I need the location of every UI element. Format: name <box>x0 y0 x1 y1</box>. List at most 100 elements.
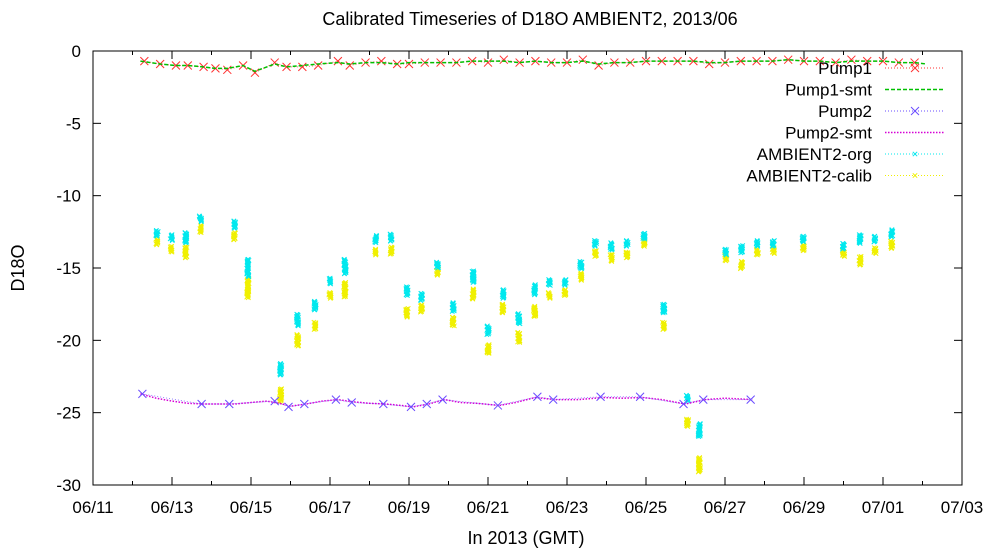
data-point <box>546 277 552 283</box>
x-tick-label: 06/15 <box>230 498 273 517</box>
data-point <box>562 58 572 67</box>
data-point <box>642 230 648 236</box>
legend-item: Pump1 <box>818 59 945 78</box>
legend-item: AMBIENT2-org <box>757 145 945 164</box>
data-point <box>434 259 440 265</box>
data-point <box>294 311 300 317</box>
data-point <box>499 55 509 65</box>
data-point <box>593 248 599 254</box>
data-point <box>635 392 645 402</box>
data-point <box>532 303 538 309</box>
series-line <box>140 393 753 408</box>
data-point <box>800 233 806 239</box>
data-point <box>311 298 317 304</box>
data-point <box>578 270 584 276</box>
data-point <box>450 300 456 306</box>
x-tick-label: 06/27 <box>704 498 747 517</box>
data-point <box>871 245 877 251</box>
data-point <box>245 256 251 262</box>
data-point <box>403 284 409 290</box>
legend-label: Pump2 <box>818 102 872 121</box>
data-point <box>660 319 666 325</box>
legend-item: Pump1-smt <box>785 81 945 100</box>
data-point <box>831 58 840 67</box>
data-point <box>578 55 588 65</box>
y-tick-label: -25 <box>56 404 81 423</box>
legend-marker <box>912 151 918 157</box>
data-point <box>515 311 521 317</box>
data-point <box>689 56 698 66</box>
data-point <box>683 392 689 398</box>
data-point <box>657 56 667 66</box>
data-point <box>704 59 714 69</box>
data-point <box>736 56 746 66</box>
data-point <box>483 58 493 67</box>
y-axis-title: D18O <box>8 244 28 291</box>
x-tick-label: 06/11 <box>72 498 113 517</box>
data-point <box>278 386 285 392</box>
data-point <box>388 244 394 250</box>
legend: Pump1 Pump1-smt Pump2 Pump2-smt AMBIENT2-org… <box>746 59 945 186</box>
data-point <box>856 232 862 238</box>
series-pump1-smt <box>140 58 927 73</box>
data-point <box>138 389 147 399</box>
data-point <box>858 253 864 259</box>
legend-label: Pump1-smt <box>785 81 872 100</box>
y-tick-label: -15 <box>56 259 81 278</box>
data-point <box>873 245 879 251</box>
data-point <box>591 237 597 244</box>
x-tick-label: 06/13 <box>151 498 194 517</box>
series-line <box>142 393 751 408</box>
data-point <box>697 420 703 427</box>
data-point <box>376 56 386 66</box>
data-point <box>436 58 445 67</box>
data-point <box>577 258 583 265</box>
plot-frame <box>92 50 963 486</box>
series-line <box>140 58 927 73</box>
legend-item: Pump2-smt <box>785 124 945 143</box>
plot-area <box>138 55 927 475</box>
data-point <box>419 302 425 308</box>
data-point <box>500 301 506 307</box>
data-point <box>515 58 524 67</box>
legend-label: Pump2-smt <box>785 124 872 143</box>
x-tick-label: 07/01 <box>862 498 905 517</box>
data-point <box>623 249 629 255</box>
legend-item: AMBIENT2-calib <box>746 167 945 186</box>
data-point <box>532 282 538 288</box>
data-point <box>661 301 667 307</box>
data-point <box>563 277 569 283</box>
data-point <box>277 386 283 392</box>
data-point <box>840 240 846 246</box>
data-point <box>222 65 232 75</box>
data-point <box>872 233 878 239</box>
data-point <box>740 243 746 249</box>
x-tick-label: 06/29 <box>783 498 826 517</box>
data-point <box>596 392 605 402</box>
data-point <box>434 261 440 267</box>
data-point <box>545 290 551 296</box>
data-point <box>857 233 863 239</box>
data-point <box>183 61 193 70</box>
data-point <box>347 398 357 407</box>
data-point <box>754 237 760 244</box>
data-point <box>231 218 237 224</box>
data-point <box>299 399 309 409</box>
data-point <box>493 401 503 410</box>
data-point <box>327 290 333 296</box>
data-point <box>722 246 728 252</box>
data-point <box>327 275 333 281</box>
data-point <box>284 402 293 412</box>
x-tick-label: 07/03 <box>941 498 984 517</box>
data-point <box>343 279 349 286</box>
data-point <box>405 284 411 290</box>
data-point <box>609 251 615 257</box>
y-tick-label: -5 <box>66 114 81 133</box>
data-point <box>378 399 388 409</box>
data-point <box>406 402 416 412</box>
data-point <box>232 230 238 236</box>
data-point <box>277 360 283 367</box>
legend-label: AMBIENT2-org <box>757 145 872 164</box>
data-point <box>771 237 777 244</box>
